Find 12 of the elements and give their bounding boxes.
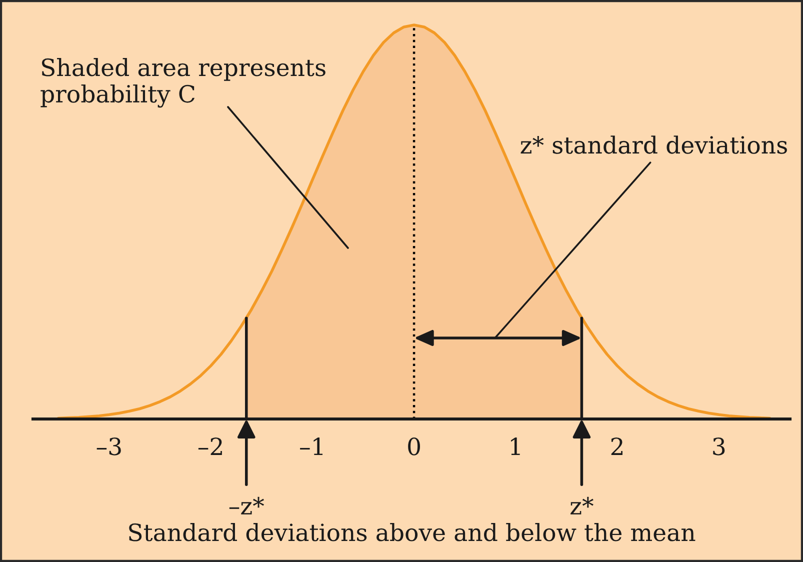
x-tick-label: –1 xyxy=(300,437,322,455)
x-tick-label: –3 xyxy=(96,437,121,456)
annotation: Shaded area represents probability C xyxy=(40,58,326,108)
annotation: z* xyxy=(570,496,594,514)
x-tick-label: 3 xyxy=(713,437,725,456)
annotation: –z* xyxy=(229,496,264,514)
x-tick-label: 2 xyxy=(611,437,622,455)
x-tick-label: 0 xyxy=(408,437,420,456)
annotation: z* standard deviations xyxy=(520,136,787,154)
x-axis-title: Standard deviations above and below the mean xyxy=(129,523,696,542)
x-tick-label: –2 xyxy=(198,437,222,455)
x-tick-label: 1 xyxy=(511,437,520,455)
